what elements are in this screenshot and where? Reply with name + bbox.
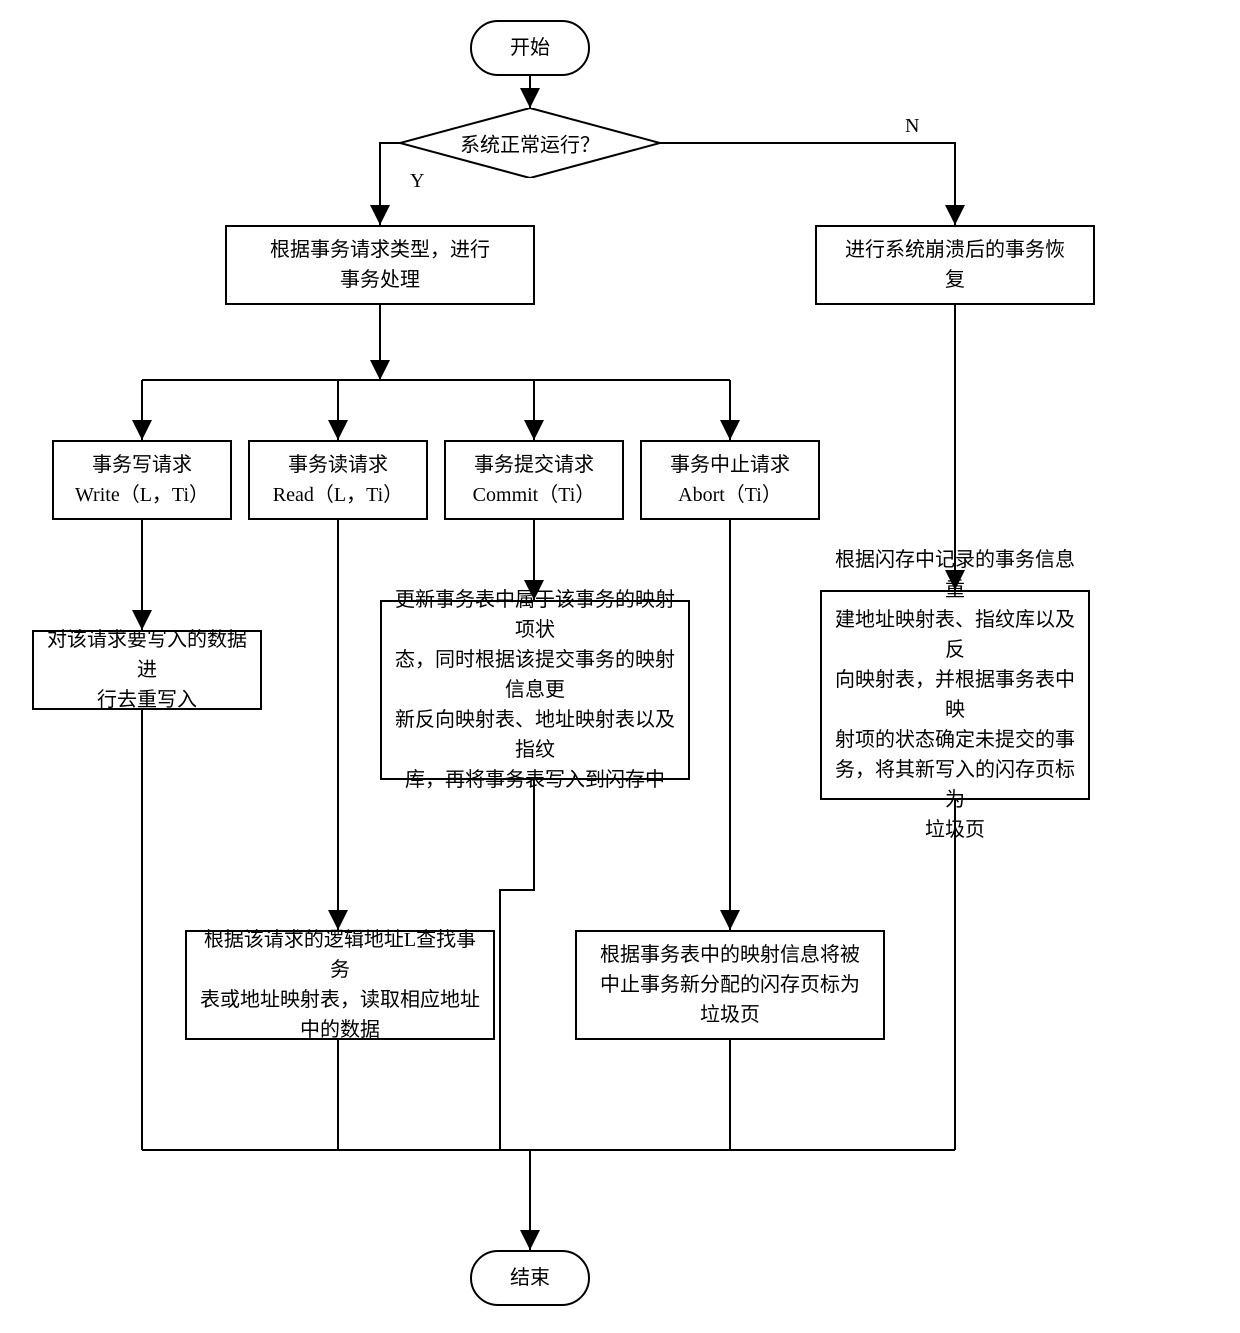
read-action-node: 根据该请求的逻辑地址L查找事务 表或地址映射表，读取相应地址 中的数据 bbox=[185, 930, 495, 1040]
line: Read（L，Ti） bbox=[273, 480, 403, 510]
line: 对该请求要写入的数据进 bbox=[46, 625, 248, 685]
line: 进行系统崩溃后的事务恢 bbox=[845, 235, 1065, 265]
line: 中的数据 bbox=[300, 1015, 380, 1045]
line: Abort（Ti） bbox=[678, 480, 782, 510]
recover-node: 进行系统崩溃后的事务恢 复 bbox=[815, 225, 1095, 305]
line: 事务写请求 bbox=[92, 450, 192, 480]
line: 库，再将事务表写入到闪存中 bbox=[405, 765, 665, 795]
decision-node: 系统正常运行？ bbox=[400, 108, 660, 178]
line: Write（L，Ti） bbox=[75, 480, 209, 510]
line: 事务处理 bbox=[340, 265, 420, 295]
end-node: 结束 bbox=[470, 1250, 590, 1306]
start-label: 开始 bbox=[510, 33, 550, 63]
line: 事务提交请求 bbox=[474, 450, 594, 480]
start-node: 开始 bbox=[470, 20, 590, 76]
line: 事务读请求 bbox=[288, 450, 388, 480]
line: 根据事务请求类型，进行 bbox=[270, 235, 490, 265]
line: 垃圾页 bbox=[700, 1000, 760, 1030]
line: 向映射表，并根据事务表中映 bbox=[834, 665, 1076, 725]
branch-yes-label: Y bbox=[410, 170, 424, 193]
commit-action-node: 更新事务表中属于该事务的映射项状 态，同时根据该提交事务的映射信息更 新反向映射… bbox=[380, 600, 690, 780]
line: 中止事务新分配的闪存页标为 bbox=[600, 970, 860, 1000]
abort-request-node: 事务中止请求 Abort（Ti） bbox=[640, 440, 820, 520]
commit-request-node: 事务提交请求 Commit（Ti） bbox=[444, 440, 624, 520]
line: 建地址映射表、指纹库以及反 bbox=[834, 605, 1076, 665]
end-label: 结束 bbox=[510, 1263, 550, 1293]
line: Commit（Ti） bbox=[473, 480, 596, 510]
line: 垃圾页 bbox=[925, 815, 985, 845]
write-action-node: 对该请求要写入的数据进 行去重写入 bbox=[32, 630, 262, 710]
line: 态，同时根据该提交事务的映射信息更 bbox=[394, 645, 676, 705]
branch-no-label: N bbox=[905, 115, 919, 138]
decision-label: 系统正常运行？ bbox=[400, 129, 660, 158]
line: 更新事务表中属于该事务的映射项状 bbox=[394, 585, 676, 645]
write-request-node: 事务写请求 Write（L，Ti） bbox=[52, 440, 232, 520]
process-dispatch-node: 根据事务请求类型，进行 事务处理 bbox=[225, 225, 535, 305]
line: 事务中止请求 bbox=[670, 450, 790, 480]
line: 根据闪存中记录的事务信息重 bbox=[834, 545, 1076, 605]
line: 射项的状态确定未提交的事 bbox=[835, 725, 1075, 755]
line: 表或地址映射表，读取相应地址 bbox=[200, 985, 480, 1015]
line: 根据事务表中的映射信息将被 bbox=[600, 940, 860, 970]
line: 根据该请求的逻辑地址L查找事务 bbox=[199, 925, 481, 985]
abort-action-node: 根据事务表中的映射信息将被 中止事务新分配的闪存页标为 垃圾页 bbox=[575, 930, 885, 1040]
line: 行去重写入 bbox=[97, 685, 197, 715]
read-request-node: 事务读请求 Read（L，Ti） bbox=[248, 440, 428, 520]
recover-action-node: 根据闪存中记录的事务信息重 建地址映射表、指纹库以及反 向映射表，并根据事务表中… bbox=[820, 590, 1090, 800]
line: 复 bbox=[945, 265, 965, 295]
line: 新反向映射表、地址映射表以及指纹 bbox=[394, 705, 676, 765]
line: 务，将其新写入的闪存页标为 bbox=[834, 755, 1076, 815]
